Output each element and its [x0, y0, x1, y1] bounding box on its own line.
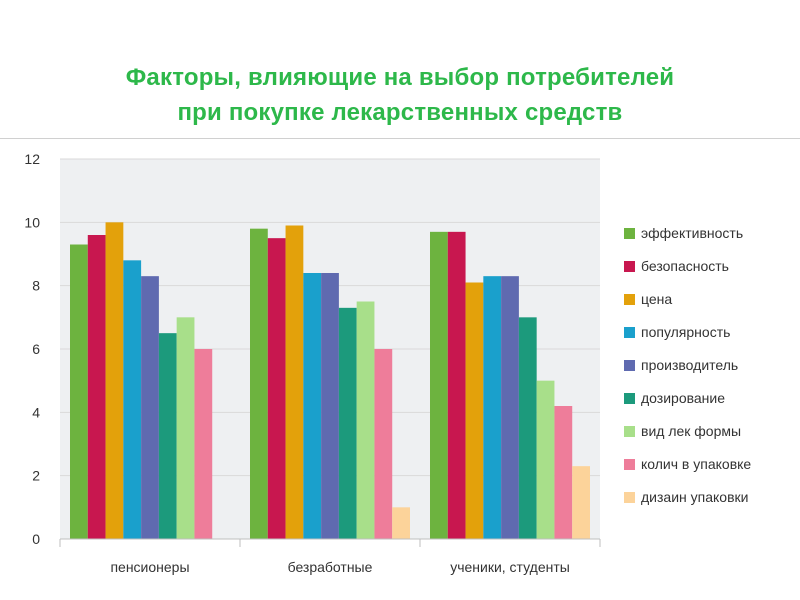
bar [338, 307, 357, 539]
bar [447, 231, 466, 539]
legend-swatch [624, 459, 635, 470]
y-tick-label: 6 [32, 341, 40, 357]
bar [374, 349, 393, 539]
chart-title-line-1: Факторы, влияющие на выбор потребителей [125, 64, 675, 91]
y-tick-label: 0 [32, 531, 40, 547]
chart-title-line-2: при покупке лекарственных средств [177, 99, 623, 126]
bar [176, 317, 195, 539]
bar [536, 380, 555, 539]
y-tick-label: 8 [32, 278, 40, 294]
y-tick-label: 10 [24, 214, 40, 230]
bar [554, 406, 573, 539]
bar [105, 222, 124, 539]
legend-swatch [624, 294, 635, 305]
legend-label: дизаин упаковки [641, 489, 748, 505]
legend-swatch [624, 492, 635, 503]
bar [285, 225, 304, 539]
legend-label: цена [641, 291, 672, 307]
legend-label: эффективность [641, 225, 743, 241]
bar [87, 235, 106, 539]
bar [141, 276, 159, 539]
bar [250, 228, 268, 539]
legend-swatch [624, 360, 635, 371]
bar [194, 349, 213, 539]
bar [321, 273, 339, 539]
legend-swatch [624, 393, 635, 404]
legend-label: дозирование [641, 390, 725, 406]
chart-area: 0 2 4 6 8 10 12 пенсионеры безработные ученики, … [0, 138, 800, 600]
bar [70, 244, 88, 539]
legend-label: безопасность [641, 258, 729, 274]
legend-label: колич в упаковке [641, 456, 751, 472]
bar [483, 276, 502, 539]
bar [356, 301, 375, 539]
bar [392, 507, 410, 539]
bar [465, 282, 484, 539]
chart-title: Факторы, влияющие на выбор потребителей … [0, 60, 800, 130]
bar-chart: 0 2 4 6 8 10 12 пенсионеры безработные ученики, … [24, 151, 751, 575]
y-tick-label: 4 [32, 404, 40, 420]
bar [518, 317, 537, 539]
legend-swatch [624, 261, 635, 272]
legend-label: вид лек формы [641, 423, 741, 439]
x-tick-label: безработные [288, 559, 373, 575]
bar [430, 231, 448, 539]
bar [158, 333, 177, 539]
y-tick-label: 12 [24, 151, 40, 167]
y-tick-label: 2 [32, 468, 40, 484]
legend-swatch [624, 228, 635, 239]
bar [123, 260, 142, 539]
bar [501, 276, 519, 539]
bar [572, 466, 590, 539]
legend-swatch [624, 426, 635, 437]
x-tick-label: ученики, студенты [450, 559, 570, 575]
legend-label: производитель [641, 357, 738, 373]
x-tick-label: пенсионеры [110, 559, 189, 575]
bar [267, 238, 286, 539]
legend-label: популярность [641, 324, 730, 340]
bar [303, 273, 322, 539]
legend-swatch [624, 327, 635, 338]
